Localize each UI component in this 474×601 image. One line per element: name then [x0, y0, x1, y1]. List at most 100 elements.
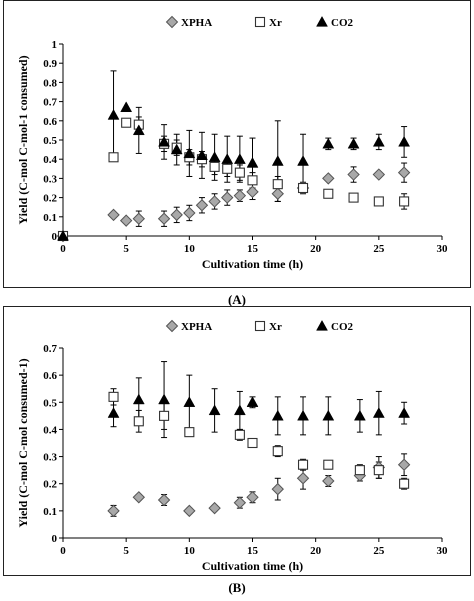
chart-b-points-xpha [107, 458, 411, 518]
data-point-xpha [246, 491, 259, 504]
chart-b-y-tick-label: 0 [52, 533, 58, 545]
data-point-xpha [107, 504, 120, 518]
chart-a-y-tick-label: 0.5 [43, 135, 57, 147]
data-point-xr [121, 117, 132, 128]
legend-marker-co2 [316, 15, 328, 27]
chart-a: 00.10.20.30.40.50.60.70.80.910 5 10 15 20 25 3… [16, 15, 448, 271]
data-point-xpha [132, 212, 146, 225]
chart-b-x-tick-label: 5 [123, 545, 129, 557]
chart-b-y-tick-label: 0.4 [43, 424, 57, 436]
data-point-xr [159, 410, 170, 421]
data-point-co2 [221, 153, 234, 164]
data-point-co2 [297, 155, 309, 166]
chart-a-x-tick-label: 0 [60, 243, 66, 255]
chart-b-y-tick-label: 0.6 [43, 370, 57, 382]
data-point-xr [184, 427, 195, 438]
data-point-co2 [322, 409, 335, 421]
chart-a-x-tick-label: 10 [184, 243, 196, 255]
chart-b-y-tick-label: 0.7 [43, 343, 57, 355]
data-point-xpha [157, 212, 171, 225]
chart-a-legend: XPHA Xr CO2 [165, 15, 354, 29]
chart-a-x-tick-label: 20 [310, 243, 322, 255]
data-point-xpha [397, 458, 411, 471]
chart-a-y-axis-title: Yield (C-mol C-mol-1 consumed) [16, 55, 30, 224]
legend-label-xr: Xr [269, 321, 282, 333]
data-point-co2 [196, 149, 208, 161]
legend-label-co2: CO2 [331, 321, 354, 333]
data-point-xr [209, 161, 220, 172]
legend-label-xpha: XPHA [181, 17, 212, 29]
chart-b-points-co2 [107, 393, 411, 421]
legend-marker-xr [254, 320, 266, 332]
chart-a-y-tick-label: 0.2 [43, 193, 57, 205]
legend-label-xpha: XPHA [181, 321, 212, 333]
data-point-xr [399, 478, 410, 489]
data-point-xpha [296, 472, 310, 485]
data-point-xpha [195, 199, 209, 212]
panel-a: 0 0.1 0.2 0.3 0.4 0.5 0.6 0.7 0.8 0.9 1 0 5 10 15 20 25 3… [0, 0, 474, 288]
legend-marker-xpha [165, 319, 179, 333]
chart-a-y-tick-label: 0.1 [43, 212, 57, 224]
data-point-co2 [398, 407, 411, 418]
data-point-xr [323, 188, 334, 199]
legend-label-xr: Xr [269, 17, 282, 29]
chart-b-x-tick-label: 0 [60, 545, 66, 557]
data-point-xpha [372, 168, 386, 181]
chart-b-x-tick-label: 10 [184, 545, 196, 557]
data-point-xr [272, 179, 283, 190]
data-point-co2 [208, 404, 221, 416]
data-point-co2 [158, 135, 170, 147]
data-point-xpha [347, 168, 360, 181]
data-point-xpha [119, 214, 133, 227]
panel-a-frame [3, 0, 471, 288]
chart-a-y-tick-label: 0.9 [43, 58, 57, 70]
data-point-co2 [158, 393, 170, 405]
data-point-co2 [107, 109, 120, 120]
data-point-co2 [132, 393, 145, 405]
legend-marker-xpha [165, 15, 179, 29]
data-point-co2 [107, 407, 120, 418]
data-point-xr [222, 163, 233, 174]
data-point-xr [247, 437, 258, 449]
chart-a-points-xpha [56, 166, 411, 243]
data-point-co2 [233, 153, 246, 164]
data-point-co2 [271, 409, 284, 421]
data-point-xr [234, 429, 245, 440]
data-point-xpha [233, 496, 247, 509]
data-point-xr [234, 167, 245, 178]
data-point-xpha [157, 493, 171, 507]
data-point-co2 [183, 396, 196, 407]
data-point-co2 [271, 155, 284, 166]
chart-a-x-tick-label: 15 [247, 243, 259, 255]
panel-b-frame [3, 306, 471, 576]
data-point-xr [373, 196, 384, 207]
chart-b-y-axis-title: Yield (C-mol C-mol consumed-1) [16, 358, 30, 527]
legend-label-co2: CO2 [331, 17, 354, 29]
data-point-xpha [170, 208, 183, 222]
chart-b: 0 0.1 0.2 0.3 0.4 0.5 0.6 0.7 0 5 10 15 20 25 30 Cultiv… [16, 319, 448, 573]
chart-a-points-co2 [57, 101, 411, 241]
data-point-xr [108, 391, 119, 402]
chart-a-y-tick-label: 0.3 [43, 173, 57, 185]
data-point-xpha [322, 474, 335, 488]
data-point-co2 [246, 157, 259, 168]
data-point-xr [297, 182, 309, 194]
data-point-co2 [372, 407, 385, 418]
chart-a-y-tick-label: 0.6 [43, 116, 57, 128]
chart-a-y-tick-label: 0.4 [43, 154, 57, 166]
chart-a-y-tick-label: 0 [52, 231, 58, 243]
data-point-co2 [170, 143, 183, 155]
data-point-co2 [353, 409, 366, 421]
data-point-co2 [246, 396, 259, 407]
data-point-xpha [233, 189, 247, 202]
data-point-co2 [57, 229, 69, 241]
data-point-xr [297, 459, 309, 470]
data-point-xpha [107, 208, 120, 222]
data-point-co2 [120, 101, 133, 113]
data-point-co2 [372, 135, 385, 147]
data-point-co2 [297, 409, 309, 421]
data-point-xr [348, 192, 359, 203]
chart-a-caption: (A) [227, 292, 247, 307]
data-point-co2 [233, 404, 246, 416]
chart-b-y-tick-label: 0.2 [43, 479, 57, 491]
